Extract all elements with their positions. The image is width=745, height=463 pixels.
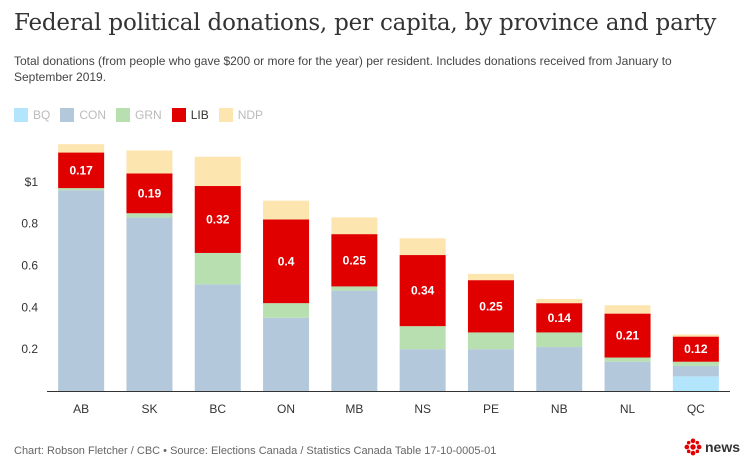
bar-segment-ndp-bc bbox=[194, 156, 241, 187]
legend-swatch bbox=[60, 108, 75, 122]
legend-label: CON bbox=[79, 108, 107, 122]
x-category-label: MB bbox=[345, 402, 363, 416]
bar-segment-grn-pe bbox=[467, 332, 514, 350]
bar-segment-ndp-qc bbox=[672, 334, 719, 337]
bar-segment-lib-ab bbox=[58, 152, 105, 189]
bar-segment-con-mb bbox=[331, 290, 378, 391]
bar-segment-con-nb bbox=[536, 347, 583, 391]
bar-segment-lib-pe bbox=[467, 280, 514, 333]
bar-segment-grn-nb bbox=[536, 332, 583, 348]
data-label-lib-pe: 0.25 bbox=[479, 299, 503, 313]
x-category-label: ON bbox=[277, 402, 295, 416]
legend-label: LIB bbox=[190, 108, 209, 122]
data-label-lib-sk: 0.19 bbox=[138, 186, 162, 200]
x-category-label: PE bbox=[483, 402, 499, 416]
legend-label: NDP bbox=[237, 108, 264, 122]
bar-segment-ndp-mb bbox=[331, 217, 378, 235]
bar-segment-lib-qc bbox=[672, 336, 719, 362]
bar-segment-ndp-ns bbox=[399, 238, 446, 256]
bar-segment-con-qc bbox=[672, 365, 719, 377]
y-tick-label: 0.8 bbox=[21, 217, 38, 231]
bar-segment-con-nl bbox=[604, 361, 651, 391]
data-label-lib-bc: 0.32 bbox=[206, 212, 230, 226]
bar-segment-grn-sk bbox=[126, 213, 173, 218]
bar-segment-grn-on bbox=[263, 303, 310, 318]
legend-item-con[interactable]: CON bbox=[60, 108, 106, 122]
bar-segment-ndp-ab bbox=[58, 144, 105, 153]
x-category-label: BC bbox=[209, 402, 226, 416]
bar-segment-con-ns bbox=[399, 349, 446, 391]
bar-segment-con-ab bbox=[58, 190, 105, 391]
legend-item-grn[interactable]: GRN bbox=[116, 108, 162, 122]
chart-subtitle: Total donations (from people who gave $2… bbox=[14, 54, 672, 84]
bar-segment-lib-nl bbox=[604, 313, 651, 358]
y-tick-label: $1 bbox=[25, 175, 39, 189]
data-label-lib-ns: 0.34 bbox=[411, 284, 435, 298]
bar-segment-grn-qc bbox=[672, 361, 719, 366]
bar-segment-ndp-sk bbox=[126, 150, 173, 174]
legend-swatch bbox=[14, 108, 28, 122]
bar-segment-grn-mb bbox=[331, 286, 378, 291]
bar-segment-lib-bc bbox=[194, 186, 241, 253]
brand-text: news bbox=[705, 439, 741, 455]
legend-label: BQ bbox=[33, 108, 51, 122]
legend-swatch bbox=[116, 108, 131, 122]
legend-item-ndp[interactable]: NDP bbox=[218, 108, 264, 122]
bar-segment-con-bc bbox=[194, 284, 241, 391]
bar-segment-lib-mb bbox=[331, 234, 378, 287]
x-category-label: NB bbox=[551, 402, 568, 416]
bar-segment-ndp-on bbox=[263, 200, 310, 220]
y-tick-label: 0.4 bbox=[21, 300, 38, 314]
bar-segment-grn-ab bbox=[58, 188, 105, 191]
bar-segment-ndp-nb bbox=[536, 298, 583, 304]
cbc-news-brand: news bbox=[684, 438, 740, 456]
data-label-lib-ab: 0.17 bbox=[69, 163, 93, 177]
bar-segment-grn-ns bbox=[399, 326, 446, 350]
bar-segment-lib-sk bbox=[126, 173, 173, 214]
bar-segment-lib-nb bbox=[536, 303, 583, 333]
bar-segment-bq-qc bbox=[672, 376, 719, 391]
bar-segment-con-pe bbox=[467, 349, 514, 391]
legend-swatch bbox=[171, 108, 186, 122]
legend-swatch bbox=[218, 108, 233, 122]
data-label-lib-mb: 0.25 bbox=[343, 253, 367, 267]
x-category-label: NS bbox=[414, 402, 431, 416]
x-category-label: AB bbox=[73, 402, 89, 416]
bar-segment-ndp-pe bbox=[467, 273, 514, 281]
y-tick-label: 0.6 bbox=[21, 259, 38, 273]
chart-legend: BQ CON GRN LIB NDP bbox=[14, 108, 273, 122]
data-label-lib-nl: 0.21 bbox=[616, 329, 640, 343]
bar-segment-lib-ns bbox=[399, 255, 446, 327]
data-label-lib-on: 0.4 bbox=[278, 254, 295, 268]
x-category-label: SK bbox=[141, 402, 157, 416]
bar-segment-con-on bbox=[263, 317, 310, 391]
legend-label: GRN bbox=[135, 108, 162, 122]
bar-segment-ndp-nl bbox=[604, 305, 651, 314]
y-tick-label: 0.2 bbox=[21, 342, 38, 356]
cbc-gem-icon bbox=[684, 438, 702, 456]
legend-item-bq[interactable]: BQ bbox=[14, 108, 50, 122]
bar-segment-grn-bc bbox=[194, 252, 241, 285]
bar-segment-lib-on bbox=[263, 219, 310, 304]
chart-title: Federal political donations, per capita,… bbox=[14, 10, 717, 36]
chart-credit: Chart: Robson Fletcher / CBC • Source: E… bbox=[14, 445, 497, 457]
data-label-lib-nb: 0.14 bbox=[548, 311, 572, 325]
bar-segment-grn-nl bbox=[604, 357, 651, 362]
x-category-label: QC bbox=[687, 402, 705, 416]
bar-segment-con-sk bbox=[126, 217, 173, 391]
data-label-lib-qc: 0.12 bbox=[684, 342, 708, 356]
x-category-label: NL bbox=[620, 402, 636, 416]
legend-item-lib[interactable]: LIB bbox=[171, 108, 209, 122]
